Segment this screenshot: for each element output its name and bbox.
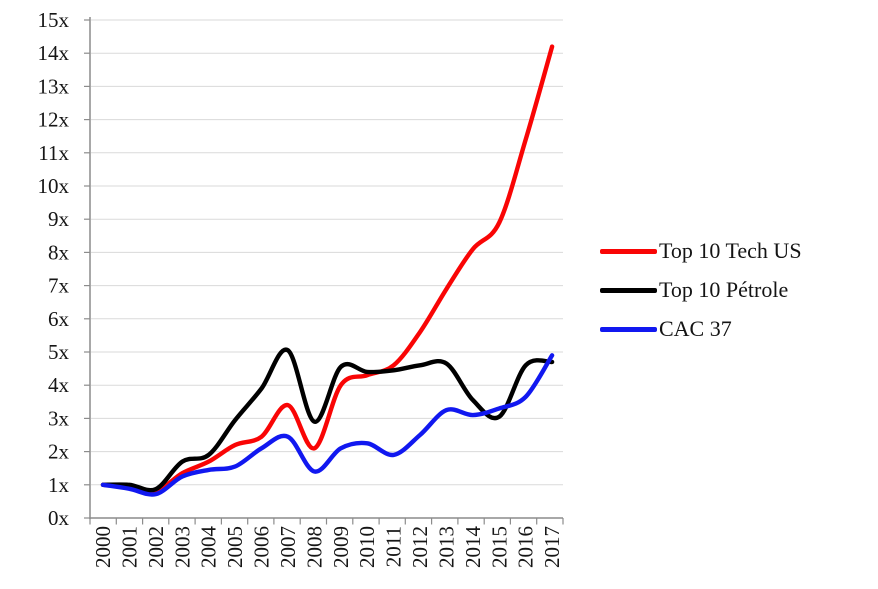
y-axis-label: 9x <box>48 207 70 231</box>
x-axis-labels: 2000 2001 2002 2003 2004 2005 2006 2007 2008 2009… <box>91 526 564 569</box>
gridlines <box>91 19 563 486</box>
y-axis-label: 10x <box>38 174 70 198</box>
y-axis-label: 6x <box>48 307 70 331</box>
y-axis-label: 14x <box>38 41 70 65</box>
legend-label: CAC 37 <box>659 316 732 341</box>
y-axis-label: 11x <box>38 141 69 165</box>
x-axis-label: 2005 <box>223 526 247 568</box>
y-axis-label: 8x <box>48 240 70 264</box>
x-axis-label: 2010 <box>355 526 379 568</box>
legend-item-top-10-petrole: Top 10 Pétrole <box>600 277 802 303</box>
legend-line-swatch-blue <box>600 326 657 332</box>
x-axis-label: 2008 <box>302 526 326 568</box>
y-axis-label: 15x <box>38 8 70 32</box>
x-axis-label: 2007 <box>276 526 300 568</box>
legend-label: Top 10 Pétrole <box>659 277 789 302</box>
x-axis-label: 2006 <box>250 526 274 568</box>
x-axis-label: 2014 <box>461 526 485 569</box>
y-axis-label: 1x <box>48 473 70 497</box>
y-axis-labels: 0x 1x 2x 3x 4x 5x 6x 7x 8x 9x 10x 11x 12x 13x 14x 15x <box>38 8 70 530</box>
series-line-top-10-p-trole <box>100 347 555 493</box>
legend-item-cac-37: CAC 37 <box>600 316 802 342</box>
series-lines <box>100 44 555 497</box>
y-axis-label: 0x <box>48 506 70 530</box>
chart-legend: Top 10 Tech US Top 10 Pétrole CAC 37 <box>600 238 802 355</box>
y-axis <box>84 17 91 519</box>
x-axis <box>89 517 564 525</box>
x-axis-label: 2000 <box>91 526 115 568</box>
x-axis-label: 2016 <box>514 526 538 568</box>
x-axis-label: 2011 <box>382 526 406 567</box>
x-axis-label: 2012 <box>408 526 432 568</box>
x-axis-label: 2001 <box>117 526 141 568</box>
y-axis-label: 2x <box>48 440 70 464</box>
y-axis-label: 12x <box>38 108 70 132</box>
y-axis-label: 5x <box>48 340 70 364</box>
x-axis-label: 2003 <box>170 526 194 568</box>
y-axis-label: 7x <box>48 274 70 298</box>
x-axis-label: 2015 <box>487 526 511 568</box>
x-axis-label: 2017 <box>540 526 564 568</box>
y-axis-label: 13x <box>38 74 70 98</box>
legend-line-swatch-red <box>600 248 657 254</box>
legend-line-swatch-black <box>600 287 657 293</box>
series-line-top-10-tech-us <box>100 44 555 495</box>
x-axis-label: 2002 <box>144 526 168 568</box>
y-axis-label: 4x <box>48 373 70 397</box>
x-axis-label: 2009 <box>329 526 353 568</box>
series-line-cac-37 <box>100 353 555 497</box>
legend-item-top-10-tech-us: Top 10 Tech US <box>600 238 802 264</box>
y-axis-label: 3x <box>48 406 70 430</box>
x-axis-label: 2004 <box>197 526 221 569</box>
x-axis-label: 2013 <box>435 526 459 568</box>
legend-label: Top 10 Tech US <box>659 238 802 263</box>
